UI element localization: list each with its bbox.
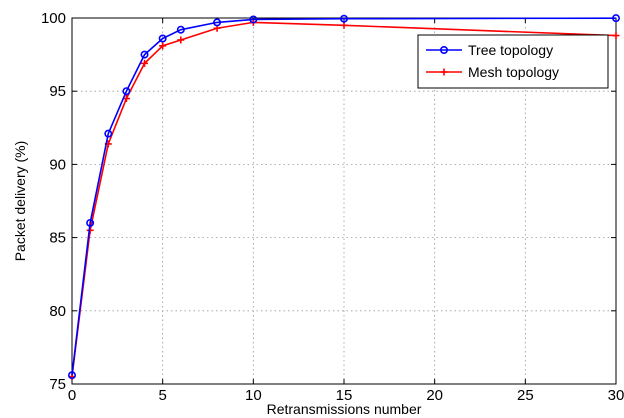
data-point-tree-topology <box>104 129 113 138</box>
axis-ticks: 0 5 10 15 20 25 30 75 80 85 90 95 100 <box>41 10 624 404</box>
data-point-mesh-topology <box>612 32 620 40</box>
legend: Tree topology Mesh topology <box>417 34 609 89</box>
legend-label-tree-topology: Tree topology <box>468 42 553 58</box>
grid-lines <box>72 18 616 384</box>
legend-entry-mesh-topology: Mesh topology <box>426 64 559 80</box>
data-point-tree-topology <box>611 14 620 23</box>
data-point-mesh-topology <box>177 36 185 44</box>
legend-marker-mesh-topology <box>440 68 448 76</box>
y-tick-label: 85 <box>49 230 66 247</box>
x-tick-label: 0 <box>68 387 76 404</box>
data-point-tree-topology <box>140 50 149 59</box>
y-axis-title: Packet delivery (%) <box>12 141 28 262</box>
data-point-tree-topology <box>122 87 131 96</box>
legend-box <box>417 34 609 89</box>
x-tick-label: 5 <box>158 387 166 404</box>
data-point-tree-topology <box>86 218 95 227</box>
x-axis-title: Retransmissions number <box>267 401 422 417</box>
y-tick-label: 95 <box>49 83 66 100</box>
data-point-tree-topology <box>213 18 222 27</box>
series-line-tree-topology <box>71 17 617 376</box>
legend-entry-tree-topology: Tree topology <box>426 42 553 58</box>
y-tick-label: 75 <box>49 376 66 393</box>
data-point-tree-topology <box>176 25 185 34</box>
data-point-tree-topology <box>158 34 167 43</box>
legend-marker-tree-topology <box>439 45 448 54</box>
series-tree-topology <box>68 14 620 380</box>
x-tick-label: 25 <box>517 387 534 404</box>
data-point-tree-topology <box>249 15 258 24</box>
data-point-mesh-topology <box>340 21 348 29</box>
y-tick-label: 90 <box>49 156 66 173</box>
x-tick-label: 10 <box>245 387 262 404</box>
legend-label-mesh-topology: Mesh topology <box>468 64 559 80</box>
data-point-mesh-topology <box>141 59 149 67</box>
series-layer <box>68 14 620 381</box>
data-point-tree-topology <box>68 371 77 380</box>
data-point-mesh-topology <box>159 42 167 50</box>
y-tick-label: 100 <box>41 10 66 27</box>
x-tick-label: 30 <box>608 387 624 404</box>
x-tick-label: 15 <box>336 387 353 404</box>
x-tick-label: 20 <box>426 387 443 404</box>
data-point-tree-topology <box>339 14 348 23</box>
y-tick-label: 80 <box>49 303 66 320</box>
